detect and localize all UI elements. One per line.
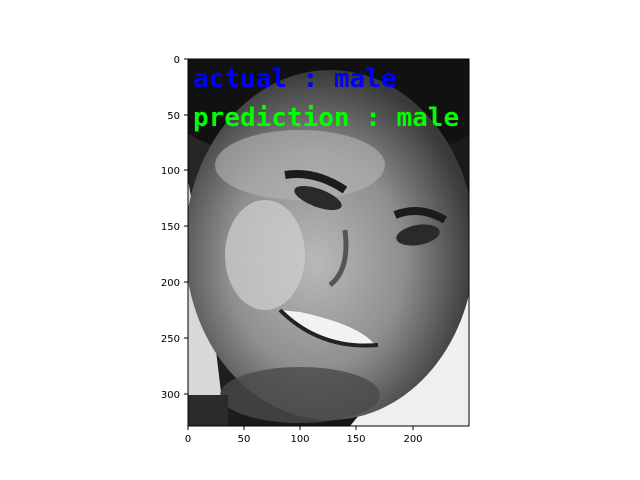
axes-frame xyxy=(187,58,470,427)
y-tick-label: 250 xyxy=(161,334,180,345)
y-tick-label: 0 xyxy=(174,55,180,66)
face-image xyxy=(188,59,469,426)
x-tick-label: 100 xyxy=(290,434,309,445)
x-tick-label: 50 xyxy=(238,434,251,445)
x-tick-label: 150 xyxy=(346,434,365,445)
y-tick-label: 150 xyxy=(161,222,180,233)
y-tick-label: 100 xyxy=(161,166,180,177)
y-tick-label: 300 xyxy=(161,390,180,401)
y-tick-label: 200 xyxy=(161,278,180,289)
x-tick-label: 0 xyxy=(185,434,191,445)
prediction-label: prediction : male xyxy=(193,103,459,133)
y-axis: 0 50 100 150 200 250 300 xyxy=(161,55,188,401)
x-tick-label: 200 xyxy=(403,434,422,445)
actual-label: actual : male xyxy=(193,64,397,94)
y-tick-label: 50 xyxy=(167,111,180,122)
x-axis: 0 50 100 150 200 xyxy=(185,426,423,445)
